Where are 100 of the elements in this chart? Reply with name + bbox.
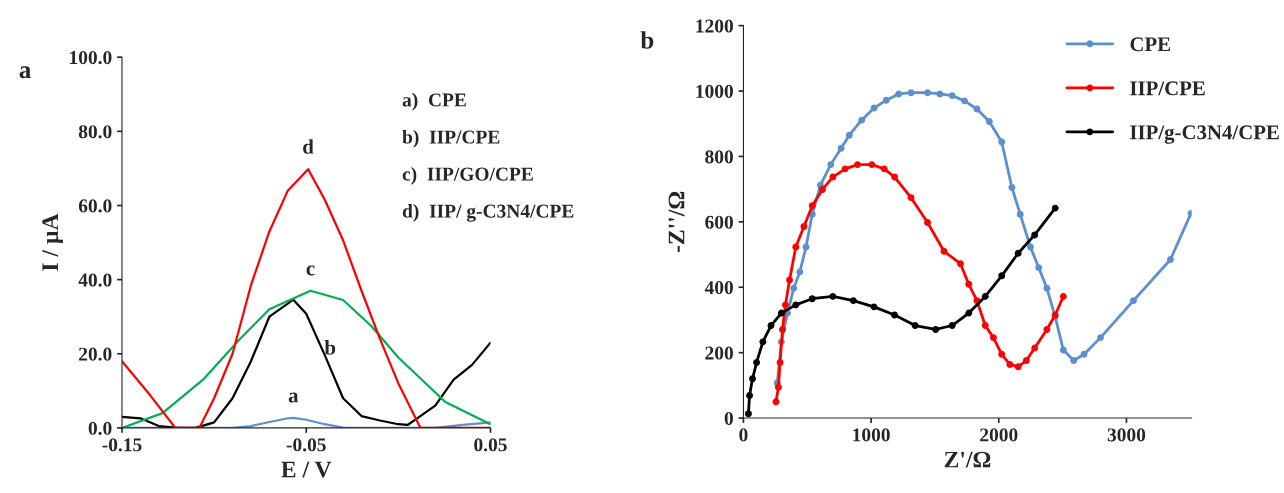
point bbox=[1051, 204, 1059, 212]
point bbox=[744, 410, 752, 418]
point bbox=[940, 247, 948, 255]
y-tick-label: 400 bbox=[704, 281, 733, 295]
point bbox=[1097, 334, 1104, 342]
point bbox=[868, 161, 876, 169]
annotation: a bbox=[288, 392, 299, 403]
point bbox=[895, 90, 903, 98]
point bbox=[998, 272, 1006, 280]
point bbox=[891, 173, 899, 181]
annotation: c bbox=[306, 265, 315, 276]
point bbox=[759, 338, 767, 346]
y-tick-label: 0 bbox=[724, 411, 733, 425]
point bbox=[1014, 249, 1022, 257]
point bbox=[1167, 255, 1174, 263]
annotation: b bbox=[324, 340, 336, 355]
point bbox=[858, 116, 866, 124]
point bbox=[792, 301, 800, 309]
annotation: d bbox=[303, 139, 314, 154]
point bbox=[829, 292, 837, 300]
y-tick-label: 1200 bbox=[696, 19, 733, 33]
point bbox=[1014, 363, 1022, 371]
chart-title: b bbox=[640, 31, 654, 49]
point bbox=[808, 295, 816, 303]
point bbox=[907, 194, 915, 202]
point bbox=[961, 97, 969, 105]
point bbox=[985, 117, 993, 125]
point bbox=[870, 303, 878, 311]
point bbox=[746, 392, 754, 399]
point bbox=[841, 165, 849, 173]
point bbox=[749, 375, 756, 383]
point bbox=[772, 398, 780, 406]
point bbox=[796, 268, 804, 276]
legend-label: IIP/g-C3N4/CPE bbox=[1130, 125, 1279, 144]
point bbox=[1059, 292, 1067, 300]
x-tick-label: 1000 bbox=[853, 428, 890, 442]
point bbox=[1022, 357, 1030, 364]
y-tick-label: 200 bbox=[705, 346, 733, 360]
y-tick-label: 600 bbox=[705, 215, 733, 229]
y-tick-label: 0.0 bbox=[88, 421, 112, 435]
point bbox=[957, 260, 964, 268]
point bbox=[882, 96, 890, 104]
point bbox=[1080, 350, 1088, 358]
point bbox=[854, 161, 862, 169]
point bbox=[981, 322, 989, 329]
annotation: c) IIP/GO/CPE bbox=[402, 167, 533, 185]
point bbox=[907, 89, 915, 97]
x-tick-label: 2000 bbox=[980, 428, 1018, 442]
point bbox=[998, 138, 1006, 146]
annotation: b) IIP/CPE bbox=[402, 129, 500, 148]
point bbox=[774, 383, 782, 391]
y-tick-label: 20.0 bbox=[79, 347, 112, 361]
point bbox=[880, 165, 888, 173]
point bbox=[1008, 184, 1016, 191]
point bbox=[837, 144, 845, 152]
point bbox=[998, 350, 1006, 358]
point bbox=[777, 309, 785, 317]
point bbox=[911, 322, 919, 329]
point bbox=[827, 161, 835, 169]
x-tick-label: -0.05 bbox=[286, 438, 326, 452]
point bbox=[792, 243, 800, 251]
y-axis-title: I / µA bbox=[42, 213, 63, 271]
x-tick-label: 0 bbox=[739, 428, 748, 442]
y-tick-label: 80.0 bbox=[78, 125, 112, 139]
legend-label: CPE bbox=[1130, 37, 1170, 52]
annotation: d) IIP/ g-C3N4/CPE bbox=[402, 204, 574, 222]
y-tick-label: 1000 bbox=[696, 84, 733, 98]
y-tick-label: 60.0 bbox=[78, 199, 112, 213]
point bbox=[924, 89, 932, 97]
point bbox=[845, 131, 853, 139]
point bbox=[948, 322, 956, 329]
point bbox=[753, 359, 761, 366]
point bbox=[776, 359, 784, 366]
point bbox=[781, 301, 789, 309]
point bbox=[786, 276, 793, 284]
point bbox=[849, 297, 857, 305]
annotation: a) CPE bbox=[402, 92, 466, 111]
point bbox=[1031, 231, 1039, 239]
legend-label: IIP/CPE bbox=[1130, 81, 1205, 96]
y-axis-title: -Z''/Ω bbox=[668, 191, 685, 253]
point bbox=[1026, 243, 1034, 251]
point bbox=[981, 292, 989, 300]
point bbox=[1043, 325, 1051, 333]
point bbox=[1070, 357, 1078, 364]
x-axis-title: E / V bbox=[281, 461, 332, 478]
x-tick-label: -0.15 bbox=[102, 438, 142, 452]
point bbox=[1016, 210, 1024, 218]
point bbox=[1035, 264, 1043, 272]
y-tick-label: 40.0 bbox=[78, 273, 112, 287]
point bbox=[965, 309, 973, 317]
point bbox=[891, 311, 899, 319]
point bbox=[767, 322, 775, 329]
point bbox=[1059, 346, 1067, 354]
point bbox=[932, 325, 940, 333]
point bbox=[779, 325, 786, 333]
point bbox=[1043, 284, 1051, 292]
point bbox=[829, 173, 837, 181]
point bbox=[1006, 360, 1014, 368]
point bbox=[1031, 344, 1039, 352]
y-tick-label: 100.0 bbox=[70, 51, 112, 65]
